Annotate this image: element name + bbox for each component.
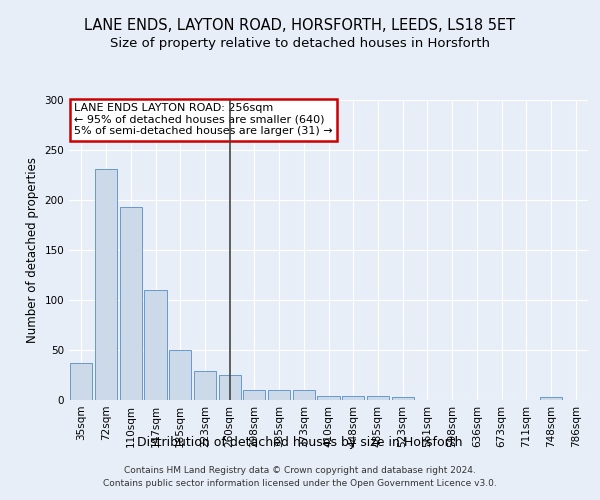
Bar <box>317 396 340 400</box>
Bar <box>243 390 265 400</box>
Bar <box>392 397 414 400</box>
Text: LANE ENDS, LAYTON ROAD, HORSFORTH, LEEDS, LS18 5ET: LANE ENDS, LAYTON ROAD, HORSFORTH, LEEDS… <box>85 18 515 32</box>
Bar <box>145 290 167 400</box>
Text: Contains HM Land Registry data © Crown copyright and database right 2024.
Contai: Contains HM Land Registry data © Crown c… <box>103 466 497 487</box>
Bar <box>367 396 389 400</box>
Bar <box>218 375 241 400</box>
Bar <box>342 396 364 400</box>
Bar <box>169 350 191 400</box>
Bar <box>293 390 315 400</box>
Y-axis label: Number of detached properties: Number of detached properties <box>26 157 39 343</box>
Text: Size of property relative to detached houses in Horsforth: Size of property relative to detached ho… <box>110 38 490 51</box>
Bar <box>540 397 562 400</box>
Bar <box>194 371 216 400</box>
Text: LANE ENDS LAYTON ROAD: 256sqm
← 95% of detached houses are smaller (640)
5% of s: LANE ENDS LAYTON ROAD: 256sqm ← 95% of d… <box>74 103 333 136</box>
Bar <box>119 207 142 400</box>
Bar <box>268 390 290 400</box>
Bar <box>70 363 92 400</box>
Bar <box>95 169 117 400</box>
Text: Distribution of detached houses by size in Horsforth: Distribution of detached houses by size … <box>137 436 463 449</box>
